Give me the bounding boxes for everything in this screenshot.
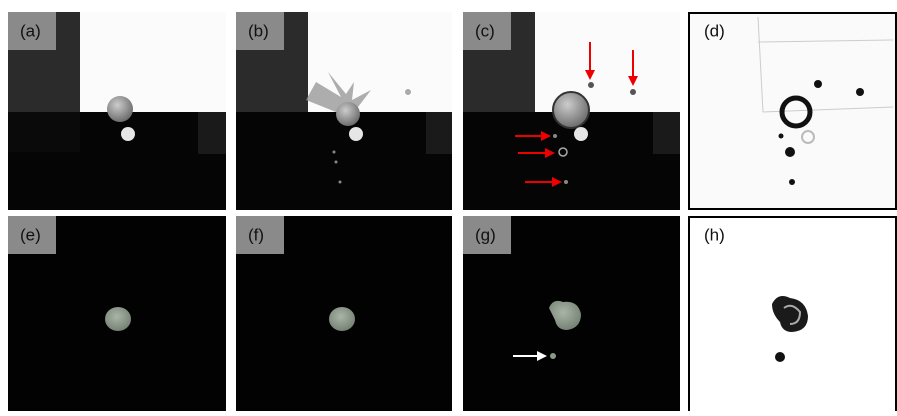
panel-label: (b) [248, 21, 269, 40]
panel-label: (g) [475, 225, 496, 244]
panel-g: (g) [463, 216, 680, 411]
panel-label: (f) [248, 225, 264, 244]
panel-f: (f) [236, 216, 452, 411]
panel-a: (a) [8, 12, 226, 210]
page: {"panels": [{"label": "(a)"}, {"label": … [0, 0, 897, 411]
figure: (a) (b) (c) [0, 0, 897, 411]
panel-c: (c) [463, 12, 680, 210]
panel-label: (h) [704, 225, 725, 244]
panel-e: (e) [8, 216, 226, 411]
panel-d: (d) [689, 13, 896, 209]
panel-h: (h) [689, 217, 896, 411]
panel-label: (c) [475, 21, 495, 40]
panel-b: (b) [236, 12, 452, 210]
panel-label: (a) [20, 21, 41, 40]
panel-label: (d) [704, 21, 725, 40]
panel-label: (e) [20, 225, 41, 244]
